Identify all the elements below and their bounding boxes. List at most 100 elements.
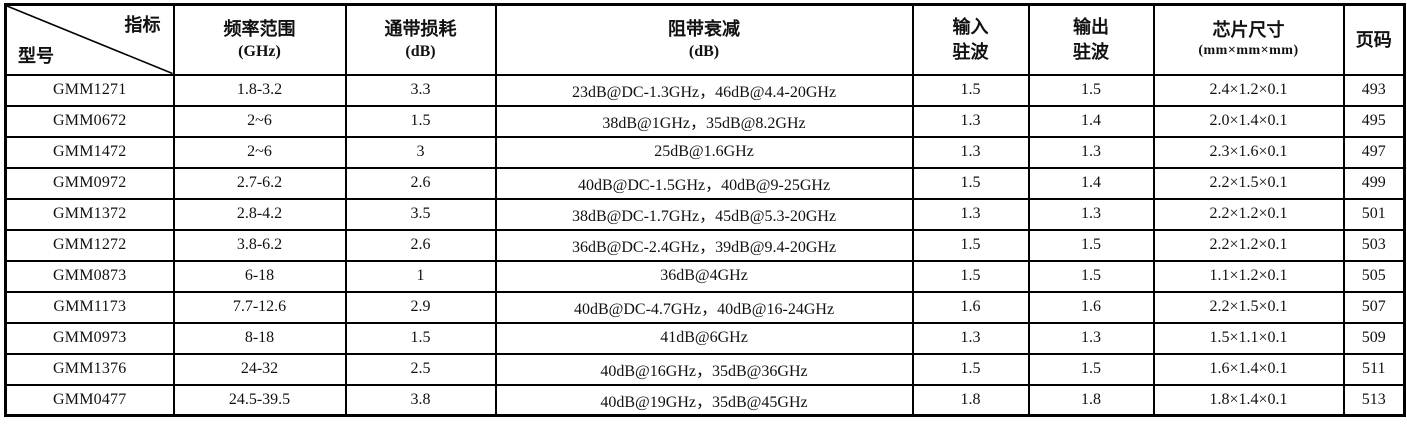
cell-page-number: 509: [1342, 321, 1406, 355]
cell-page-number: 505: [1342, 259, 1406, 293]
cell-output-vswr: 1.5: [1027, 352, 1155, 386]
cell-stopband-rejection: 38dB@1GHz，35dB@8.2GHz: [494, 104, 914, 138]
table-row: GMM0972 2.7-6.2 2.6 40dB@DC-1.5GHz，40dB@9-2…: [4, 166, 1406, 200]
cell-output-vswr: 1.5: [1027, 259, 1155, 293]
cell-passband-loss: 3.5: [344, 197, 497, 231]
corner-label-metric: 指标: [124, 15, 161, 35]
cell-model: GMM0477: [4, 383, 175, 417]
cell-model: GMM1272: [4, 228, 175, 262]
col-header-input-vswr-line1: 输入: [952, 17, 989, 38]
col-header-chip-size: 芯片尺寸 (mm×mm×mm): [1152, 3, 1345, 76]
cell-page-number: 497: [1342, 135, 1406, 169]
cell-model: GMM1376: [4, 352, 175, 386]
cell-freq-range: 7.7-12.6: [172, 290, 347, 324]
cell-model: GMM1372: [4, 197, 175, 231]
table-row: GMM1372 2.8-4.2 3.5 38dB@DC-1.7GHz，45dB@5.3…: [4, 197, 1406, 231]
cell-page-number: 503: [1342, 228, 1406, 262]
cell-input-vswr: 1.5: [911, 166, 1030, 200]
cell-passband-loss: 3: [344, 135, 497, 169]
table-row: GMM0672 2~6 1.5 38dB@1GHz，35dB@8.2GHz 1.3 1.4…: [4, 104, 1406, 138]
table-row: GMM1472 2~6 3 25dB@1.6GHz 1.3 1.3 2.3×1.6×0.1 4…: [4, 135, 1406, 169]
cell-stopband-rejection: 36dB@DC-2.4GHz，39dB@9.4-20GHz: [494, 228, 914, 262]
cell-passband-loss: 1: [344, 259, 497, 293]
cell-model: GMM1173: [4, 290, 175, 324]
table-header: 指标 型号 频率范围 (GHz) 通带损耗 (dB) 阻带衰减 (dB) 输入: [4, 3, 1406, 76]
cell-passband-loss: 2.6: [344, 166, 497, 200]
cell-stopband-rejection: 40dB@DC-1.5GHz，40dB@9-25GHz: [494, 166, 914, 200]
col-header-chip-size-title: 芯片尺寸: [1212, 20, 1285, 41]
table-row: GMM1271 1.8-3.2 3.3 23dB@DC-1.3GHz，46dB@4.4…: [4, 73, 1406, 107]
cell-passband-loss: 2.9: [344, 290, 497, 324]
cell-chip-size: 2.4×1.2×0.1: [1152, 73, 1345, 107]
col-header-passband-loss-unit: (dB): [405, 43, 436, 61]
cell-model: GMM0972: [4, 166, 175, 200]
col-header-freq-range: 频率范围 (GHz): [172, 3, 347, 76]
cell-stopband-rejection: 23dB@DC-1.3GHz，46dB@4.4-20GHz: [494, 73, 914, 107]
cell-freq-range: 2.8-4.2: [172, 197, 347, 231]
cell-freq-range: 2~6: [172, 135, 347, 169]
cell-chip-size: 1.6×1.4×0.1: [1152, 352, 1345, 386]
col-header-output-vswr: 输出 驻波: [1027, 3, 1155, 76]
table-row: GMM0873 6-18 1 36dB@4GHz 1.5 1.5 1.1×1.2×0.1 50…: [4, 259, 1406, 293]
cell-output-vswr: 1.3: [1027, 135, 1155, 169]
cell-input-vswr: 1.3: [911, 321, 1030, 355]
cell-output-vswr: 1.4: [1027, 104, 1155, 138]
cell-model: GMM0973: [4, 321, 175, 355]
cell-model: GMM0672: [4, 104, 175, 138]
cell-input-vswr: 1.3: [911, 197, 1030, 231]
col-header-output-vswr-line2: 驻波: [1073, 41, 1109, 62]
cell-chip-size: 1.5×1.1×0.1: [1152, 321, 1345, 355]
cell-chip-size: 2.2×1.2×0.1: [1152, 197, 1345, 231]
filter-product-selection-table: 指标 型号 频率范围 (GHz) 通带损耗 (dB) 阻带衰减 (dB) 输入: [4, 3, 1406, 417]
cell-freq-range: 2.7-6.2: [172, 166, 347, 200]
col-header-page-number-title: 页码: [1355, 29, 1392, 50]
cell-freq-range: 8-18: [172, 321, 347, 355]
cell-chip-size: 2.3×1.6×0.1: [1152, 135, 1345, 169]
col-header-passband-loss: 通带损耗 (dB): [344, 3, 497, 76]
cell-output-vswr: 1.6: [1027, 290, 1155, 324]
datasheet-page: 指标 型号 频率范围 (GHz) 通带损耗 (dB) 阻带衰减 (dB) 输入: [4, 3, 1406, 417]
cell-chip-size: 1.8×1.4×0.1: [1152, 383, 1345, 417]
cell-model: GMM1271: [4, 73, 175, 107]
cell-chip-size: 2.0×1.4×0.1: [1152, 104, 1345, 138]
cell-freq-range: 24-32: [172, 352, 347, 386]
cell-stopband-rejection: 38dB@DC-1.7GHz，45dB@5.3-20GHz: [494, 197, 914, 231]
table-row: GMM1376 24-32 2.5 40dB@16GHz，35dB@36GHz 1.5 1…: [4, 352, 1406, 386]
cell-chip-size: 2.2×1.5×0.1: [1152, 290, 1345, 324]
col-header-stopband-rejection-title: 阻带衰减: [668, 18, 740, 39]
cell-input-vswr: 1.5: [911, 259, 1030, 293]
corner-header-cell: 指标 型号: [4, 3, 175, 76]
col-header-page-number: 页码: [1342, 3, 1406, 76]
cell-page-number: 507: [1342, 290, 1406, 324]
cell-input-vswr: 1.5: [911, 73, 1030, 107]
cell-passband-loss: 2.6: [344, 228, 497, 262]
cell-model: GMM1472: [4, 135, 175, 169]
cell-input-vswr: 1.8: [911, 383, 1030, 417]
col-header-input-vswr-line2: 驻波: [952, 41, 989, 62]
cell-passband-loss: 2.5: [344, 352, 497, 386]
cell-output-vswr: 1.5: [1027, 73, 1155, 107]
cell-model: GMM0873: [4, 259, 175, 293]
cell-chip-size: 2.2×1.5×0.1: [1152, 166, 1345, 200]
cell-output-vswr: 1.5: [1027, 228, 1155, 262]
cell-freq-range: 6-18: [172, 259, 347, 293]
col-header-freq-range-title: 频率范围: [223, 18, 296, 39]
cell-output-vswr: 1.8: [1027, 383, 1155, 417]
col-header-chip-size-unit: (mm×mm×mm): [1198, 43, 1299, 59]
cell-page-number: 511: [1342, 352, 1406, 386]
cell-page-number: 501: [1342, 197, 1406, 231]
table-row: GMM0477 24.5-39.5 3.8 40dB@19GHz，35dB@45GHz…: [4, 383, 1406, 417]
cell-freq-range: 24.5-39.5: [172, 383, 347, 417]
header-row: 指标 型号 频率范围 (GHz) 通带损耗 (dB) 阻带衰减 (dB) 输入: [4, 3, 1406, 76]
cell-output-vswr: 1.3: [1027, 321, 1155, 355]
col-header-stopband-rejection: 阻带衰减 (dB): [494, 3, 914, 76]
cell-input-vswr: 1.3: [911, 104, 1030, 138]
cell-stopband-rejection: 36dB@4GHz: [494, 259, 914, 293]
col-header-passband-loss-title: 通带损耗: [384, 18, 457, 39]
cell-input-vswr: 1.5: [911, 228, 1030, 262]
cell-passband-loss: 1.5: [344, 104, 497, 138]
cell-stopband-rejection: 40dB@19GHz，35dB@45GHz: [494, 383, 914, 417]
cell-stopband-rejection: 40dB@DC-4.7GHz，40dB@16-24GHz: [494, 290, 914, 324]
cell-page-number: 499: [1342, 166, 1406, 200]
cell-page-number: 493: [1342, 73, 1406, 107]
